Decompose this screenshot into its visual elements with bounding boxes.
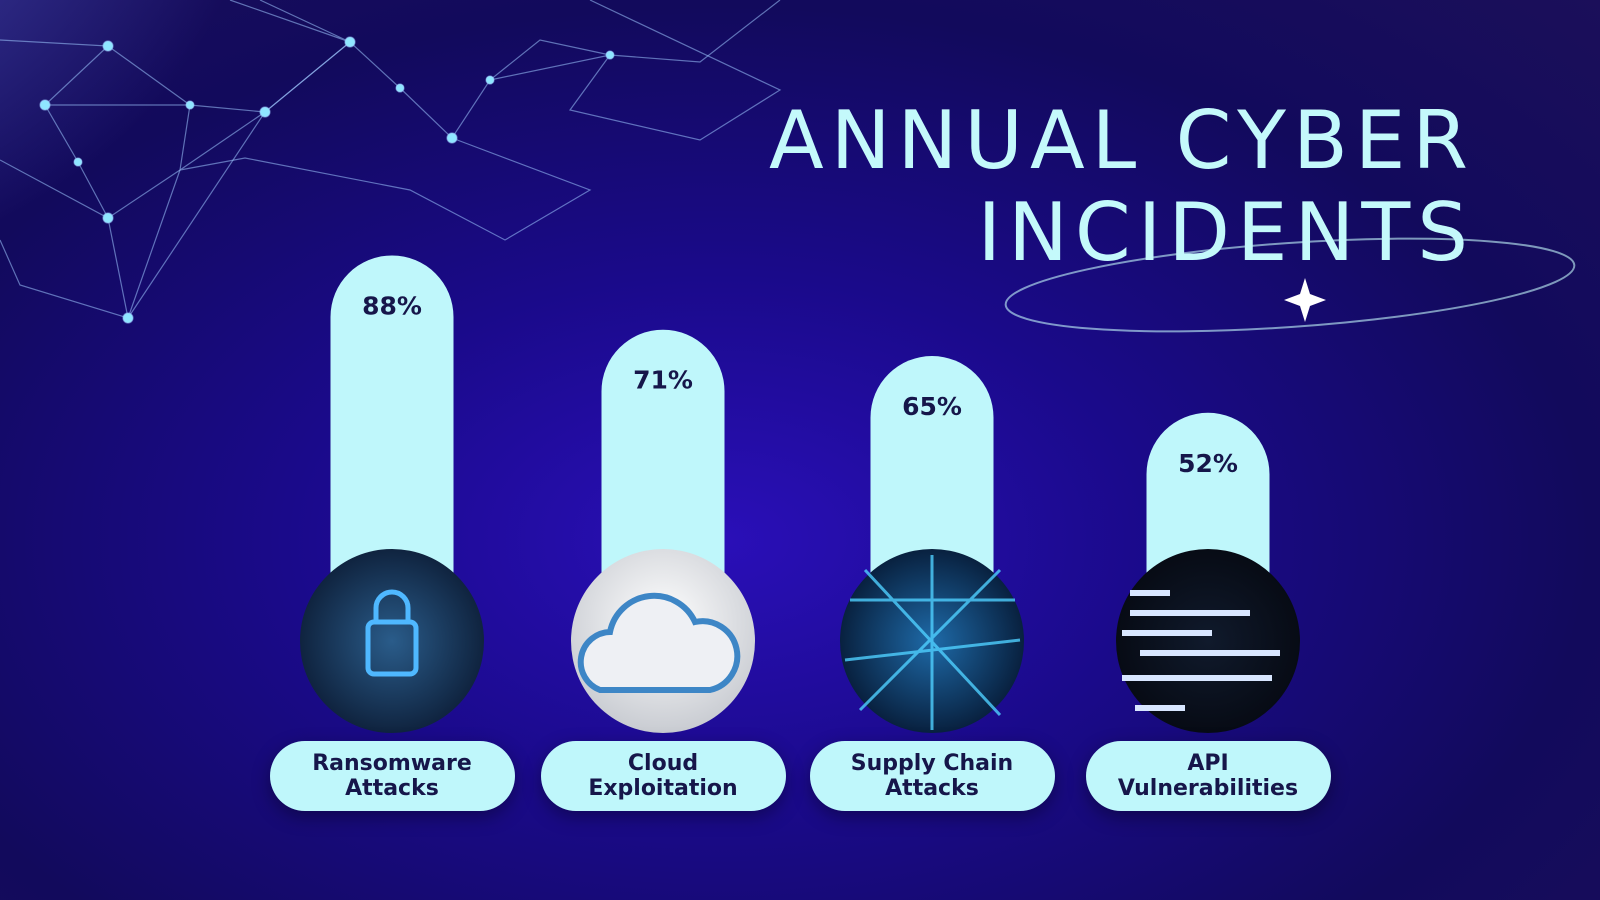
category-pill: API Vulnerabilities xyxy=(1085,741,1331,811)
bars: 88% 71% 65% 52% xyxy=(330,255,1270,640)
category-label: Ransomware Attacks xyxy=(312,751,472,801)
category-pill: Cloud Exploitation xyxy=(540,741,786,811)
category-label: API Vulnerabilities xyxy=(1117,751,1299,801)
category-pill: Supply Chain Attacks xyxy=(809,741,1055,811)
network-decoration xyxy=(0,0,782,324)
category-pill: Ransomware Attacks xyxy=(269,741,515,811)
chain-lines xyxy=(844,555,1021,730)
ransomware-image xyxy=(300,549,484,733)
orbit-decoration xyxy=(1004,237,1576,333)
lock-icon xyxy=(365,619,419,677)
value-label: 71% xyxy=(633,366,693,395)
category-label: Cloud Exploitation xyxy=(588,751,738,801)
cloud-icon xyxy=(577,592,741,693)
bar xyxy=(330,255,454,640)
lock-shackle xyxy=(373,589,411,622)
code-lines xyxy=(1122,590,1280,711)
chart-title: ANNUAL CYBER INCIDENTS xyxy=(768,94,1475,279)
category-label: Supply Chain Attacks xyxy=(850,751,1014,801)
value-label: 88% xyxy=(362,291,422,320)
icon-circles xyxy=(300,549,1300,733)
value-label: 52% xyxy=(1178,449,1238,478)
value-label: 65% xyxy=(902,392,962,421)
